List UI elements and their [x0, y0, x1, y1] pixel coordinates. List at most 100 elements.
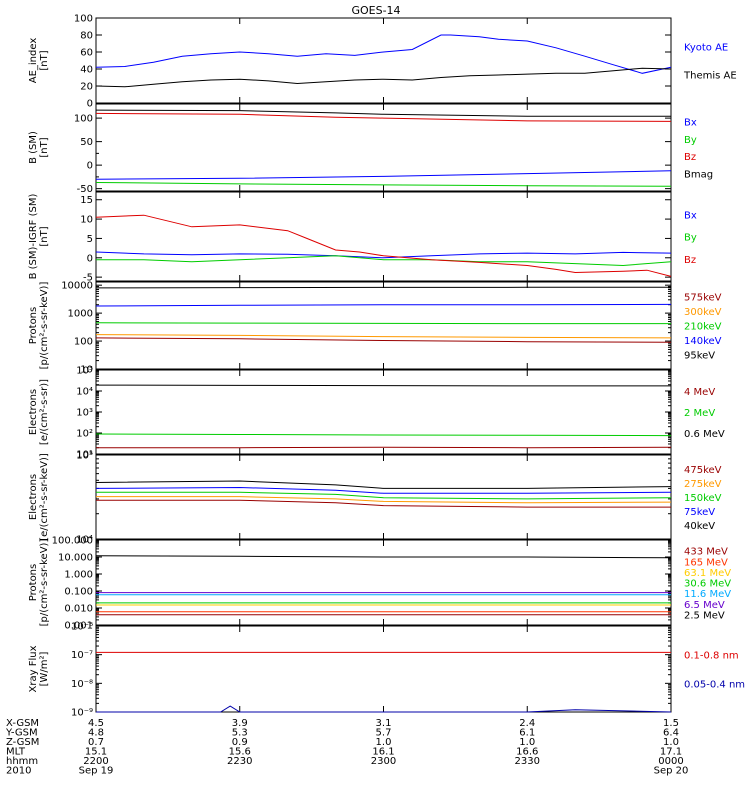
orbit-label-z-gsm: Z-GSM [6, 737, 39, 748]
orbit-value: 0000 [658, 756, 683, 767]
series-line-2-5-mev [95, 555, 672, 559]
orbit-value: 17.1 [660, 747, 682, 758]
y-tick-label: 0.010 [64, 604, 93, 615]
y-tick-label: 60 [80, 48, 93, 59]
y-tick-label: 10¹ [76, 450, 93, 461]
legend-bz: Bz [684, 152, 696, 163]
orbit-value: 4.5 [88, 718, 104, 729]
y-axis-label: B (SM)[nT] [28, 131, 50, 164]
y-axis-label-line: [nT] [39, 137, 50, 157]
orbit-value: 2200 [83, 756, 108, 767]
orbit-value: 1.0 [519, 737, 535, 748]
y-tick-label: 100 [74, 14, 93, 25]
panel-frame [95, 369, 672, 455]
y-axis-label-line: [e/(cm²-s-sr)] [39, 379, 50, 445]
y-tick-label: 0.001 [64, 621, 93, 632]
orbit-value: 2300 [371, 756, 396, 767]
legend-bz: Bz [684, 255, 696, 266]
series-line-575kev [95, 337, 672, 343]
orbit-label-mlt: MLT [6, 747, 26, 758]
orbit-value: 0.7 [88, 737, 104, 748]
y-tick-label: 1000 [68, 309, 93, 320]
orbit-label-hhmm: hhmm [6, 756, 38, 767]
orbit-value: 2230 [227, 756, 252, 767]
y-axis-label-line: [p/(cm²-s-sr-keV)] [39, 282, 50, 370]
y-tick-label: 0 [87, 161, 93, 172]
orbit-label-x-gsm: X-GSM [6, 718, 39, 729]
series-line-475kev [96, 499, 671, 508]
legend-by: By [684, 135, 697, 146]
panel-5: 10¹ 10² 10³ 10⁴ 10⁵ Electrons[e/(cm²-s-sr)] 4 … [28, 366, 725, 461]
legend-475kev: 475keV [684, 465, 722, 476]
panel-1: 0 20 40 60 80 100 AE_index[nT] Kyoto AE Themis A… [28, 14, 737, 110]
y-tick-label: 10⁻⁹ [71, 708, 93, 719]
legend-300kev: 300keV [684, 307, 722, 318]
series-line-by [95, 182, 672, 187]
orbit-value: 5.3 [232, 728, 248, 739]
legend-433-mev: 433 MeV [684, 547, 728, 558]
y-tick-label: 80 [80, 31, 93, 42]
y-axis-label-line: [e/(cm²-s-sr-keV)] [39, 453, 50, 541]
panel-frame [95, 281, 672, 370]
y-tick-label: 100.000 [52, 536, 93, 547]
panel-7: 0.0010.0100.1001.00010.000100.000Protons… [28, 536, 731, 632]
orbit-value: 15.1 [85, 747, 107, 758]
y-tick-label: -50 [77, 184, 93, 195]
y-tick-label: 100 [74, 337, 93, 348]
orbit-value: 6.4 [663, 728, 679, 739]
y-tick-label: 10⁻⁷ [71, 650, 93, 661]
y-tick-label: 10000 [61, 281, 93, 292]
series-line-bmag [95, 109, 671, 117]
series-line-300kev [95, 334, 672, 339]
y-tick-label: 10⁻⁸ [71, 679, 93, 690]
y-axis-label: AE_index[nT] [28, 38, 50, 84]
y-axis-label-line: Protons [28, 564, 39, 601]
orbit-value: 4.8 [88, 728, 104, 739]
orbit-label-y-gsm: Y-GSM [5, 728, 38, 739]
y-tick-label: 0 [87, 99, 93, 110]
y-axis-label-line: [W/m²] [39, 651, 50, 686]
y-tick-label: 100 [74, 114, 93, 125]
series-line-140kev [95, 303, 672, 307]
y-tick-label: 10⁴ [76, 535, 93, 546]
y-axis-label-line: [nT] [39, 226, 50, 246]
legend-2-mev: 2 MeV [684, 408, 715, 419]
y-axis-label-line: AE_index [28, 38, 39, 84]
y-axis-label-line: Electrons [28, 474, 39, 520]
y-tick-label: 10⁻⁶ [71, 622, 93, 633]
y-tick-label: 40 [80, 65, 93, 76]
orbit-value: 5.7 [376, 728, 392, 739]
legend-40kev: 40keV [684, 521, 715, 532]
y-tick-label: 0.100 [64, 587, 93, 598]
y-tick-label: 10.000 [58, 553, 93, 564]
y-tick-label: 10⁵ [76, 451, 93, 462]
series-line-210kev [95, 322, 671, 325]
series-line-4-mev [96, 446, 672, 449]
series-line-bx [95, 251, 672, 259]
y-axis-label: Protons[p/(cm²-s-sr-keV)] [28, 282, 50, 370]
y-axis-label-line: Protons [28, 307, 39, 344]
legend-6-5-mev: 6.5 MeV [684, 600, 725, 611]
orbit-value: Sep 19 [79, 766, 114, 777]
legend-2-5-mev: 2.5 MeV [684, 610, 725, 621]
legend-themis-ae: Themis AE [683, 71, 737, 82]
legend-bx: Bx [684, 210, 697, 221]
orbit-value: 16.6 [516, 747, 538, 758]
y-tick-label: 0 [87, 253, 93, 264]
panel-6: 10⁴ 10⁵ Electrons[e/(cm²-s-sr-keV)] 475keV 2… [28, 451, 722, 546]
series-line-2-mev [95, 433, 672, 437]
legend-30-6-mev: 30.6 MeV [684, 579, 731, 590]
legend-575kev: 575keV [684, 293, 722, 304]
series-line-bz [95, 214, 672, 277]
panel-8: 10⁻⁹ 10⁻⁸ 10⁻⁷ 10⁻⁶ Xray Flux[W/m²] 0.1-0.8 n… [28, 622, 745, 719]
series-line-themis-ae [95, 67, 672, 88]
y-tick-label: 10 [80, 365, 93, 376]
y-tick-label: 20 [80, 82, 93, 93]
y-axis-label-line: B (SM)-IGRF (SM) [28, 194, 39, 280]
legend-210kev: 210keV [684, 322, 722, 333]
y-axis-label-line: Xray Flux [28, 645, 39, 692]
legend-0-05-0-4-nm: 0.05-0.4 nm [684, 679, 745, 690]
orbit-value: 2330 [515, 756, 540, 767]
